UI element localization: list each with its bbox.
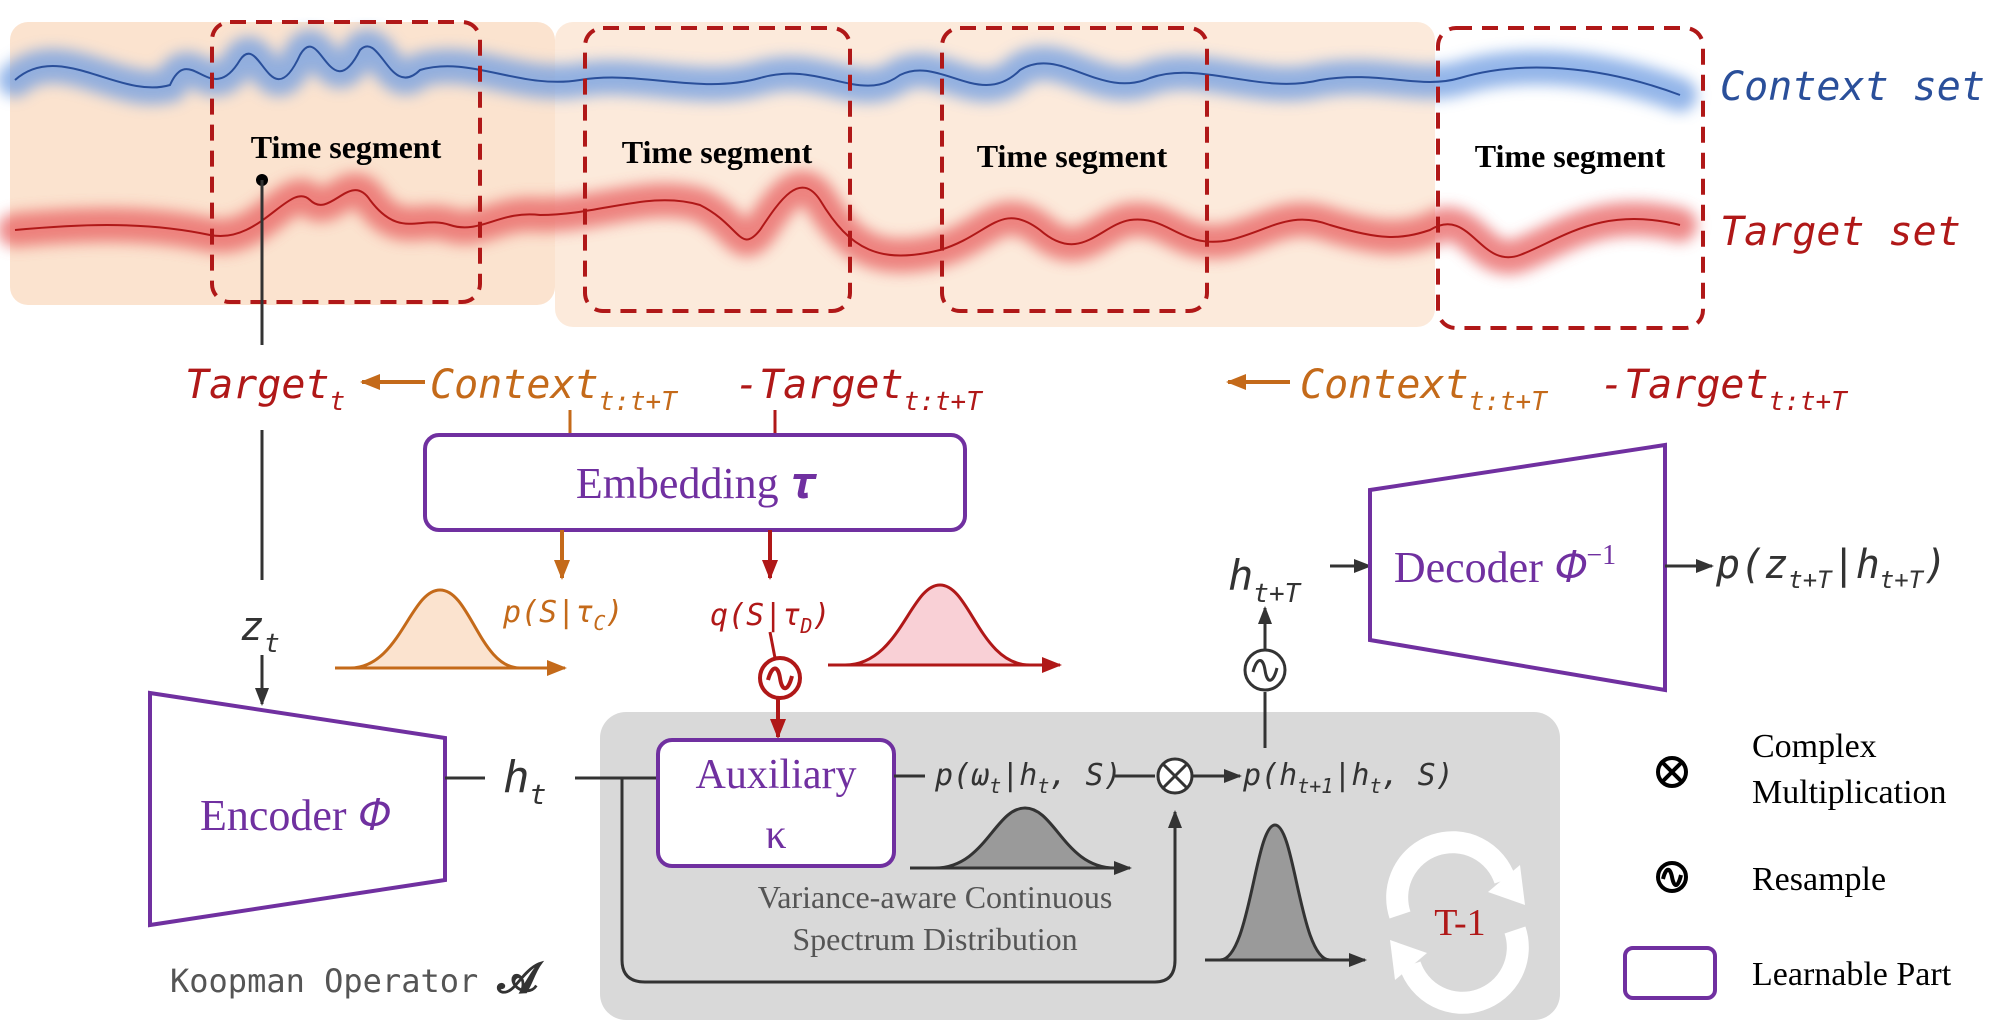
decoder-label: Decoder 𝛷−1 xyxy=(1394,540,1616,592)
embedding-label: Embedding 𝝉 xyxy=(576,459,818,508)
time-segment-label-2: Time segment xyxy=(622,134,813,170)
auxiliary-block xyxy=(656,738,896,868)
target-right-label: -Targett:t+T xyxy=(1600,362,1848,417)
omega-distribution-label: p(ωt|ht, S) xyxy=(934,758,1122,798)
h-t-label: ht xyxy=(503,752,546,811)
auxiliary-label-line2: κ xyxy=(765,812,786,858)
time-segment-label-4: Time segment xyxy=(1475,138,1666,174)
loop-icon xyxy=(1386,831,1529,1014)
context-series xyxy=(0,29,1697,112)
omega-bell-curve xyxy=(910,806,1132,875)
target-series xyxy=(0,170,1697,275)
legend-complex-multiply-icon xyxy=(1656,756,1688,788)
auxiliary-label-line1: Auxiliary xyxy=(696,752,857,798)
encoder-block xyxy=(148,690,447,928)
time-segment-box-1 xyxy=(210,20,482,304)
z-t-label: zt xyxy=(240,604,280,659)
legend: Complex Multiplication Resample Learnabl… xyxy=(1623,728,1952,1000)
time-segment-box-2 xyxy=(583,26,852,313)
h-t-plus-T-label: ht+T xyxy=(1228,551,1302,609)
encoder-label: Encoder 𝛷 xyxy=(200,791,391,840)
resample-node-embedding xyxy=(758,656,802,700)
variance-caption-line2: Spectrum Distribution xyxy=(792,921,1077,957)
context-right-label: Contextt:t+T xyxy=(1300,362,1548,417)
legend-resample-icon xyxy=(1656,861,1688,893)
decoder-output-label: p(zt+T|ht+T) xyxy=(1715,542,1947,594)
context-left-label: Contextt:t+T xyxy=(430,362,678,417)
h-bypass-path xyxy=(620,778,1182,984)
legend-learnable-icon xyxy=(1623,946,1717,1000)
legend-resample-label: Resample xyxy=(1752,861,1886,898)
time-segment-boxes xyxy=(210,20,1705,330)
loop-label: T-1 xyxy=(1434,902,1485,944)
time-segment-label-1: Time segment xyxy=(251,129,442,165)
time-segment-box-4 xyxy=(1436,26,1705,330)
time-segment-box-3 xyxy=(940,26,1209,313)
prior-distribution-label: p(S|τC) xyxy=(502,595,623,635)
h-next-bell-curve xyxy=(1205,823,1367,967)
decoder-block xyxy=(1368,442,1667,693)
resample-node-output xyxy=(1243,648,1287,692)
legend-complex-line1: Complex xyxy=(1752,728,1877,765)
variance-caption-line1: Variance-aware Continuous xyxy=(758,879,1113,915)
koopman-operator-label: Koopman Operator 𝓐 xyxy=(170,953,545,1002)
time-segment-label-3: Time segment xyxy=(977,138,1168,174)
q-to-resample-line xyxy=(768,631,777,659)
legend-learnable-label: Learnable Part xyxy=(1752,956,1952,993)
embedding-block xyxy=(423,433,967,532)
prior-bell-curve xyxy=(335,588,567,676)
h-next-distribution-label: p(ht+1|ht, S) xyxy=(1242,758,1454,798)
complex-multiply-node xyxy=(1156,757,1194,795)
legend-complex-line2: Multiplication xyxy=(1752,774,1947,811)
target-left-label: -Targett:t+T xyxy=(735,362,983,417)
posterior-distribution-label: q(S|τD) xyxy=(710,598,830,638)
target-pin xyxy=(256,174,268,345)
target-set-label: Target set xyxy=(1720,209,1961,255)
target-t-label: Targett xyxy=(185,362,345,417)
context-set-label: Context set xyxy=(1720,64,1985,110)
posterior-bell-curve xyxy=(828,583,1062,673)
